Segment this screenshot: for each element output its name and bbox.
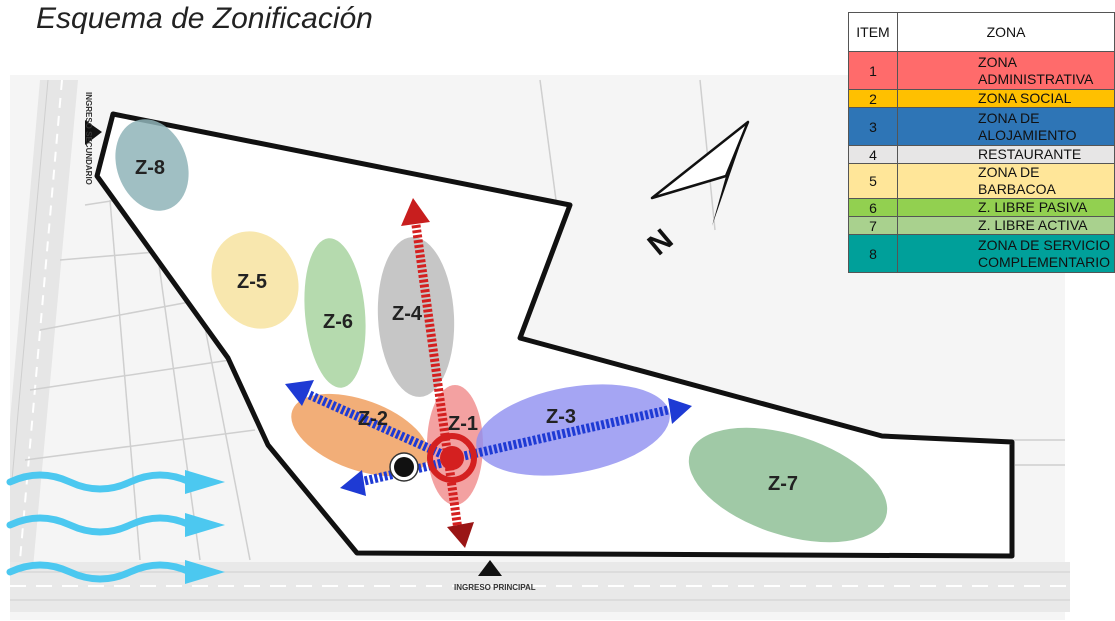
zone-z2 <box>291 393 429 477</box>
legend-row: 1 ZONA ADMINISTRATIVA <box>847 51 1115 90</box>
legend-zone-name-line: Z. LIBRE ACTIVA <box>978 217 1088 233</box>
zone-z5 <box>211 231 299 329</box>
legend-row: 2 ZONA SOCIAL <box>847 89 1115 108</box>
legend-row: 8 ZONA DE SERVICIO COMPLEMENTARIO <box>847 234 1115 273</box>
legend-header-zona: ZONA <box>897 12 1115 52</box>
legend-item-number: 3 <box>847 107 899 146</box>
zone-label-z4: Z-4 <box>392 303 423 325</box>
legend-item-number: 4 <box>847 145 899 164</box>
legend-zone-name-line: ZONA DE SERVICIO <box>978 236 1111 253</box>
legend-zone-name-line: ZONA SOCIAL <box>978 90 1072 106</box>
wind-arrow-2 <box>6 514 194 536</box>
legend-item-number: 2 <box>847 89 899 108</box>
legend-zone-name-line: ZONA <box>978 53 1017 70</box>
wind-arrows <box>6 471 194 583</box>
red-arrow-head-north <box>401 198 430 226</box>
zone-label-z8: Z-8 <box>135 157 165 179</box>
zone-label-z7: Z-7 <box>768 473 798 495</box>
wind-arrow-1 <box>6 471 194 493</box>
central-node <box>427 433 477 483</box>
zone-label-z3: Z-3 <box>546 406 576 428</box>
zone-label-z2: Z-2 <box>358 408 388 430</box>
legend-item-number: 1 <box>847 51 899 90</box>
wind-arrow-3 <box>6 561 194 583</box>
red-arrow-head-south <box>447 522 474 548</box>
zone-label-z1: Z-1 <box>448 413 478 435</box>
legend-item-number: 5 <box>847 163 899 199</box>
zone-z7 <box>688 427 888 543</box>
legend-zone-name: Z. LIBRE PASIVA <box>897 198 1115 217</box>
blue-arrow-head-west <box>285 380 314 406</box>
legend-zone-name: ZONA ADMINISTRATIVA <box>897 51 1115 90</box>
legend-zone-name: Z. LIBRE ACTIVA <box>897 216 1115 235</box>
zone-label-z6: Z-6 <box>323 311 353 333</box>
legend-item-number: 7 <box>847 216 899 235</box>
blue-arrow-head-east <box>668 398 692 424</box>
secondary-road <box>10 79 78 600</box>
legend-item-number: 8 <box>847 234 899 273</box>
zone-label-z5: Z-5 <box>237 271 267 293</box>
zone-legend-table: ITEM ZONA 1 ZONA ADMINISTRATIVA 2 ZONA SOCIA… <box>847 12 1115 273</box>
legend-zone-name: ZONA DE ALOJAMIENTO <box>897 107 1115 146</box>
legend-zone-name-line: RESTAURANTE <box>978 146 1082 162</box>
main-road <box>10 562 1070 612</box>
blue-arrow-head-southwest <box>340 470 366 496</box>
legend-row: 4 RESTAURANTE <box>847 145 1115 164</box>
zone-z8 <box>115 119 189 211</box>
legend-row: 3 ZONA DE ALOJAMIENTO <box>847 107 1115 146</box>
legend-item-number: 6 <box>847 198 899 217</box>
legend-zone-name-line: COMPLEMENTARIO <box>978 253 1110 270</box>
main-access-label: INGRESO PRINCIPAL <box>454 583 536 592</box>
legend-row: 5 ZONA DE BARBACOA <box>847 163 1115 199</box>
secondary-node <box>389 452 419 482</box>
zone-z6 <box>304 238 366 388</box>
legend-zone-name: ZONA DE BARBACOA <box>897 163 1115 199</box>
secondary-access-label: INGRESO SECUNDARIO <box>84 92 93 185</box>
legend-body: 1 ZONA ADMINISTRATIVA 2 ZONA SOCIAL 3 ZONA DE A… <box>847 51 1115 273</box>
legend-zone-name-line: Z. LIBRE PASIVA <box>978 199 1088 215</box>
zone-z4 <box>377 237 455 397</box>
legend-zone-name-line: ADMINISTRATIVA <box>978 70 1094 87</box>
legend-zone-name: ZONA DE SERVICIO COMPLEMENTARIO <box>897 234 1115 273</box>
wind-arrow-heads <box>185 470 225 584</box>
legend-zone-name-line: ZONA DE BARBACOA <box>978 164 1056 197</box>
legend-zone-name: ZONA SOCIAL <box>897 89 1115 108</box>
legend-zone-name-line: ZONA DE <box>978 109 1040 126</box>
secondary-access-marker <box>85 120 102 145</box>
legend-zone-name: RESTAURANTE <box>897 145 1115 164</box>
diagram-title: Esquema de Zonificación <box>36 2 373 35</box>
legend-zone-name-line: ALOJAMIENTO <box>978 126 1077 143</box>
main-access-marker <box>478 560 502 576</box>
legend-row: 6 Z. LIBRE PASIVA <box>847 198 1115 217</box>
legend-header-item: ITEM <box>847 12 899 52</box>
legend-row: 7 Z. LIBRE ACTIVA <box>847 216 1115 235</box>
